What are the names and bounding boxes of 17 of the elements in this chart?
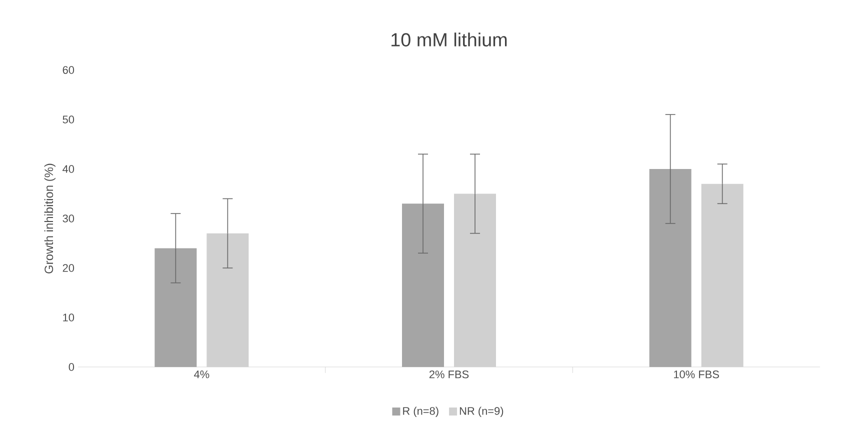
chart-title: 10 mM lithium bbox=[392, 32, 507, 46]
bar bbox=[402, 204, 444, 367]
x-tick-label: 4% bbox=[194, 370, 210, 378]
bar bbox=[154, 248, 197, 367]
y-tick-label: 40 bbox=[62, 165, 74, 173]
bar bbox=[649, 168, 692, 367]
y-axis-title: Growth inhibition (%) bbox=[44, 164, 56, 274]
x-tick-label: 10% FBS bbox=[674, 370, 719, 378]
y-tick-label: 50 bbox=[62, 116, 74, 124]
x-tick-label: 2% FBS bbox=[429, 370, 469, 378]
legend-label: NR (n=9) bbox=[460, 406, 504, 418]
y-tick-label: 60 bbox=[62, 66, 74, 74]
y-tick-label: 0 bbox=[68, 363, 74, 371]
y-tick-label: 10 bbox=[63, 314, 74, 322]
y-tick-label: 20 bbox=[62, 264, 74, 272]
legend-label: R (n=8) bbox=[403, 406, 438, 418]
y-tick-label: 30 bbox=[62, 214, 74, 222]
